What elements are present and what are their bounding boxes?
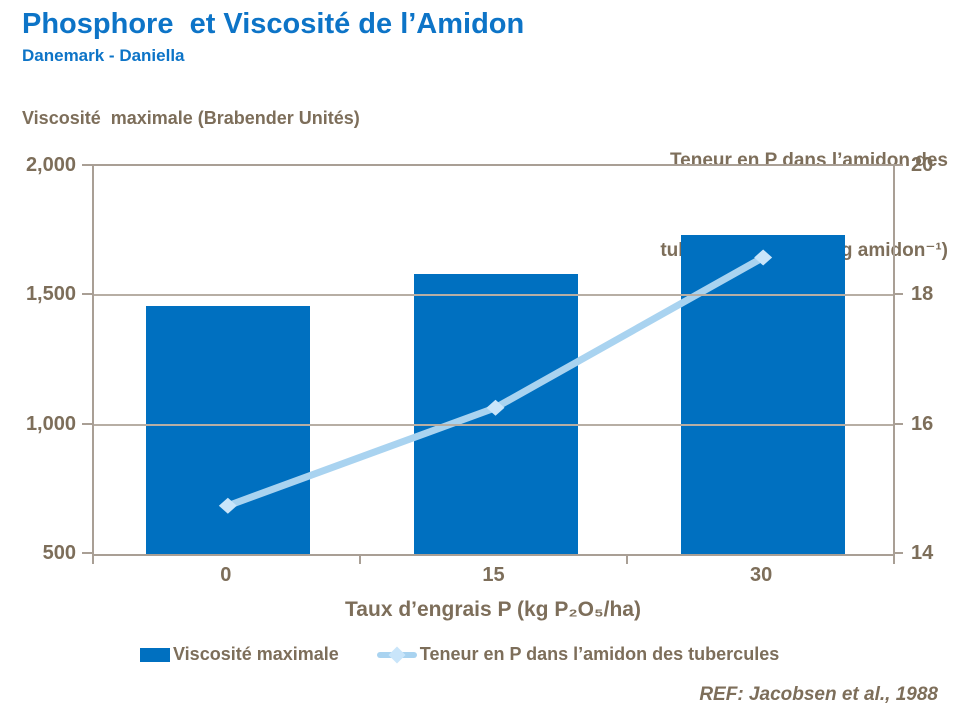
- y-left-tick-label: 2,000: [25, 154, 76, 176]
- y-axis-right-tick-labels: 20 18 16 14: [897, 154, 957, 564]
- legend-label-viscosite: Viscosité maximale: [173, 644, 339, 664]
- axis-tick-mark: [82, 164, 92, 166]
- axis-tick-mark: [82, 422, 92, 425]
- legend-line-diamond-icon: [376, 646, 417, 663]
- y-left-tick-label: 1,000: [25, 412, 76, 435]
- axis-tick-mark: [893, 422, 903, 425]
- y-axis-left-tick-labels: 2,000 1,500 1,000 500: [0, 154, 76, 564]
- x-tick-label: 30: [750, 564, 773, 586]
- x-tick-label: 15: [482, 564, 505, 586]
- axis-tick-mark: [893, 554, 895, 564]
- y-left-tick-label: 500: [42, 542, 76, 564]
- y-right-tick-label: 16: [911, 412, 934, 435]
- line-marker-diamond: [754, 249, 773, 266]
- axis-tick-mark: [359, 554, 361, 564]
- axis-tick-mark: [82, 552, 92, 554]
- axis-tick-mark: [893, 293, 903, 296]
- y-right-tick-label: 14: [911, 542, 934, 564]
- legend-item-viscosite: Viscosité maximale: [140, 644, 339, 665]
- left-axis-title: Viscosité maximale (Brabender Unités): [22, 108, 360, 128]
- x-tick-label: 0: [220, 564, 232, 586]
- gridline: [94, 424, 893, 427]
- legend-item-teneur: Teneur en P dans l’amidon des tubercules: [376, 644, 780, 665]
- x-axis-tick-labels: 0 15 30: [92, 564, 895, 590]
- axis-tick-mark: [893, 552, 903, 554]
- axis-tick-mark: [82, 293, 92, 296]
- legend-label-teneur: Teneur en P dans l’amidon des tubercules: [419, 644, 780, 664]
- axis-tick-mark: [893, 164, 903, 166]
- legend-bar-swatch-icon: [140, 647, 170, 662]
- y-right-tick-label: 20: [911, 154, 934, 176]
- line-series-layer: [218, 249, 773, 514]
- footer-reference: REF: Jacobsen et al., 1988: [699, 684, 938, 705]
- legend: Viscosité maximale Teneur en P dans l’am…: [140, 644, 779, 665]
- axis-tick-mark: [92, 554, 94, 564]
- y-left-tick-label: 1,500: [25, 283, 76, 306]
- plot-area: [92, 164, 895, 556]
- line-marker-diamond: [218, 497, 237, 514]
- line-marker-diamond: [486, 399, 505, 416]
- gridline: [94, 293, 893, 296]
- axis-tick-mark: [626, 554, 628, 564]
- x-axis-title: Taux d’engrais P (kg P₂O₅/ha): [345, 598, 641, 621]
- slide-title: Phosphore et Viscosité de l’Amidon: [22, 8, 525, 40]
- y-right-tick-label: 18: [911, 283, 934, 306]
- slide-subtitle: Danemark - Daniella: [22, 46, 185, 65]
